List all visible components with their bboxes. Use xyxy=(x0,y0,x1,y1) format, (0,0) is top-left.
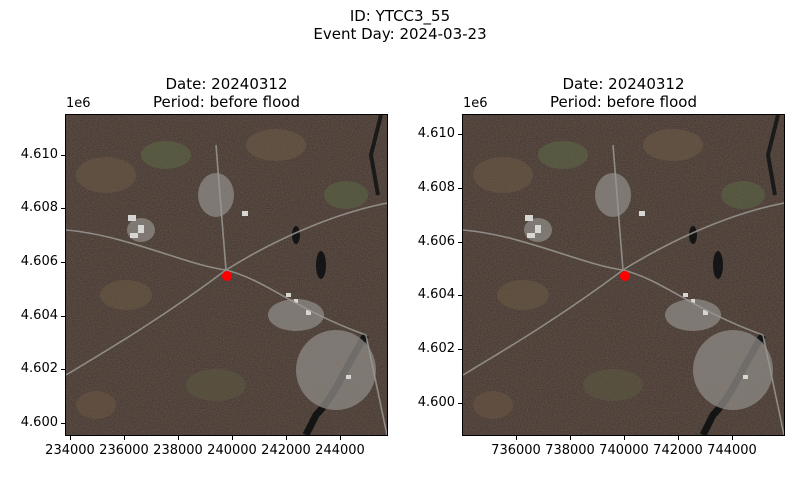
panel-1-ytick: 4.600 xyxy=(20,415,58,430)
panel-2-ytick: 4.602 xyxy=(417,341,455,356)
panel-2-ytick: 4.610 xyxy=(417,126,455,141)
panel-1-ytick: 4.604 xyxy=(20,308,58,323)
panel-1-title-period: Period: before flood xyxy=(153,93,300,111)
panel-1-y-multiplier: 1e6 xyxy=(66,96,91,111)
panel-2-map-svg xyxy=(463,115,784,435)
panel-1-xtick: 236000 xyxy=(99,443,149,458)
farmland-patches xyxy=(473,129,765,419)
location-marker xyxy=(620,271,630,281)
panel-1-xtick: 240000 xyxy=(207,443,257,458)
panel-2-ytick: 4.604 xyxy=(417,287,455,302)
panel-2-title-period: Period: before flood xyxy=(550,93,697,111)
panel-1-map-svg xyxy=(66,115,387,435)
panel-1-xtick: 234000 xyxy=(45,443,95,458)
location-marker xyxy=(222,271,232,281)
roads xyxy=(66,144,387,435)
urban-area xyxy=(524,173,773,410)
lake xyxy=(713,251,723,279)
farmland-patches xyxy=(76,129,368,419)
panel-2-y-multiplier: 1e6 xyxy=(463,96,488,111)
panel-1-title-date: Date: 20240312 xyxy=(165,75,288,93)
lake xyxy=(292,226,300,244)
panel-2-xtick: 742000 xyxy=(653,443,703,458)
lake xyxy=(316,251,326,279)
panel-1-ytick: 4.610 xyxy=(20,147,58,162)
lake xyxy=(689,226,697,244)
panel-2-title-date: Date: 20240312 xyxy=(562,75,685,93)
panel-1-ytick: 4.608 xyxy=(20,200,58,215)
urban-area xyxy=(127,173,376,410)
panel-2-ytick: 4.600 xyxy=(417,395,455,410)
panel-1-xtick: 242000 xyxy=(261,443,311,458)
panel-2-satellite-image xyxy=(462,114,785,436)
panel-2-xtick: 738000 xyxy=(545,443,595,458)
figure-title-event-day: Event Day: 2024-03-23 xyxy=(313,25,487,43)
panel-1-ytick: 4.606 xyxy=(20,254,58,269)
panel-1-xtick: 238000 xyxy=(153,443,203,458)
bright-buildings xyxy=(525,211,748,379)
panel-1-ytick: 4.602 xyxy=(20,361,58,376)
panel-1-satellite-image xyxy=(65,114,388,436)
stream xyxy=(765,115,780,196)
stream xyxy=(368,115,383,196)
bright-buildings xyxy=(128,211,351,379)
panel-1-xtick: 244000 xyxy=(315,443,365,458)
panel-2-xtick: 744000 xyxy=(707,443,757,458)
panel-2-xtick: 736000 xyxy=(491,443,541,458)
roads xyxy=(463,144,784,435)
panel-2-xtick: 740000 xyxy=(599,443,649,458)
panel-2-ytick: 4.606 xyxy=(417,234,455,249)
panel-2-ytick: 4.608 xyxy=(417,180,455,195)
figure-title-id: ID: YTCC3_55 xyxy=(349,7,451,25)
